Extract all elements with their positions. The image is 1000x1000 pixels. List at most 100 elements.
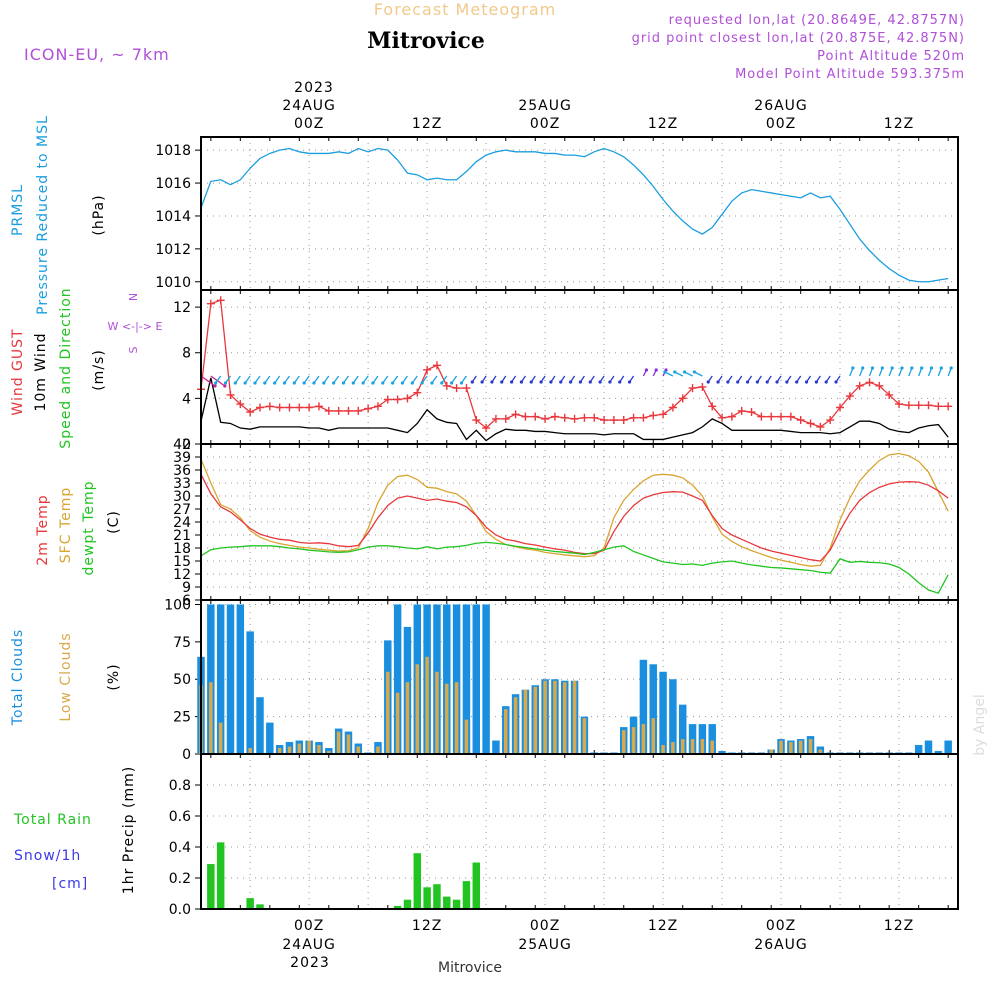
wind-arrow-head (910, 366, 914, 370)
wind-arrow-head (381, 381, 385, 385)
wind-arrow-head (361, 381, 365, 385)
top-time-tick: 12Z (648, 116, 678, 132)
gust-point (550, 412, 559, 421)
wind-arrow-head (253, 381, 257, 385)
gust-point (472, 416, 481, 425)
wind-arrow-head (834, 380, 838, 384)
low-cloud-bar (435, 671, 439, 754)
top-time-axis: 2023 00Z 24AUG 12Z 00Z 25AUG 12Z 00Z 26AUG 12Z (282, 80, 913, 132)
wind-arrow-head (233, 381, 237, 385)
gust-point (423, 365, 432, 374)
chart-subtitle: Forecast Meteogram (374, 0, 556, 19)
low-cloud-bar (562, 682, 567, 754)
wind-arrow-head (627, 380, 632, 384)
low-cloud-bar (209, 682, 213, 754)
total-cloud-bar (246, 631, 254, 754)
wind-arrow-head (430, 381, 434, 385)
cloud-ytick-label: 50 (173, 672, 191, 688)
cloud-panel-labels: Total Clouds Low Clouds (%) (10, 629, 122, 726)
temp-ytick-label: 42 (173, 437, 191, 453)
wind-arrow-head (755, 380, 759, 384)
wind-arrow-head (588, 380, 592, 384)
wind-arrow-head (450, 381, 454, 385)
low-cloud-bar (631, 727, 636, 754)
wind-arrow-head (654, 368, 658, 372)
bottom-date-label: 24AUG (282, 937, 336, 953)
wind-arrow-head (726, 380, 730, 384)
pressure-panel: 1010 1012 1014 1016 1018 (155, 137, 958, 291)
wind-arrow-head (663, 370, 667, 374)
gust-point (324, 406, 333, 415)
low-cloud-bar (641, 724, 646, 754)
wind-arrow-head (213, 384, 217, 388)
wind-panel-labels: Wind GUST 10m Wind Speed and Direction (… (10, 287, 162, 448)
gust-point (275, 403, 284, 412)
precip-panel-labels: Total Rain Snow/1h [cm] 1hr Precip (mm) (13, 766, 137, 894)
footer-place: Mitrovice (438, 960, 502, 976)
low-cloud-bar (395, 692, 400, 754)
precip-unit: 1hr Precip (mm) (121, 766, 137, 894)
low-cloud-bar (680, 739, 685, 754)
rain-bar (413, 853, 422, 909)
low-cloud-bar (376, 746, 380, 754)
wind-arrow-head (890, 366, 894, 370)
low-cloud-bar (808, 739, 813, 754)
wind-arrow-head (804, 380, 809, 384)
wind-arrow-head (470, 380, 474, 384)
gust-point (619, 416, 628, 425)
pressure-line (200, 147, 949, 283)
rain-bar (246, 898, 254, 909)
wind-arrow-head (706, 380, 710, 384)
wind-arrow-head (214, 381, 218, 385)
low-cloud-bar (346, 734, 351, 754)
total-cloud-bar (236, 604, 245, 754)
top-date-label: 25AUG (518, 98, 572, 114)
wind-arrow-head (949, 366, 953, 370)
pressure-ytick-label: 1012 (155, 242, 191, 258)
pressure-ytick-label: 1018 (155, 143, 191, 159)
rain-bar (216, 842, 225, 909)
pressure-ytick-label: 1016 (155, 176, 191, 192)
top-time-tick: 12Z (412, 116, 442, 132)
total-cloud-bar (639, 659, 648, 754)
gust-point (432, 361, 441, 370)
top-time-tick: 00Z (294, 116, 324, 132)
gust-point (737, 406, 746, 415)
cloud-ytick-label: 100 (164, 597, 191, 613)
rain-bar (393, 905, 402, 909)
gust-point (482, 424, 491, 433)
top-time-tick: 00Z (530, 116, 560, 132)
watermark: by Angel (972, 694, 988, 755)
temp-2m-line (200, 474, 949, 562)
wind-arrow-head (618, 380, 622, 384)
gust-point (668, 403, 677, 412)
wind-arrow-head (851, 366, 855, 370)
wind-arrow-head (644, 368, 649, 372)
wind-arrow-head (939, 366, 943, 370)
gust-point (236, 400, 245, 409)
gust-point (885, 390, 894, 399)
wind-label-10m: 10m Wind (33, 332, 49, 411)
total-cloud-bar (659, 671, 667, 754)
wind-arrow-head (870, 366, 875, 370)
gust-point (777, 412, 786, 421)
gust-point (600, 416, 609, 425)
wind-arrow-head (341, 381, 346, 385)
gust-point (206, 299, 215, 308)
wind-arrow-head (312, 381, 316, 385)
pressure-frame (200, 136, 959, 291)
total-cloud-bar (443, 604, 451, 754)
wind-arrow-head (410, 381, 414, 385)
precip-label-rain: Total Rain (13, 812, 92, 828)
wind-arrow-head (519, 380, 524, 384)
rain-bar (207, 864, 215, 909)
temp-ytick-label: 15 (173, 554, 191, 570)
wind-arrow-head (332, 381, 336, 385)
gust-point (757, 412, 766, 421)
gust-point (924, 401, 933, 410)
gust-point (944, 402, 953, 411)
gust-point (678, 394, 687, 403)
gust-point (895, 400, 904, 409)
gust-point (521, 412, 530, 421)
